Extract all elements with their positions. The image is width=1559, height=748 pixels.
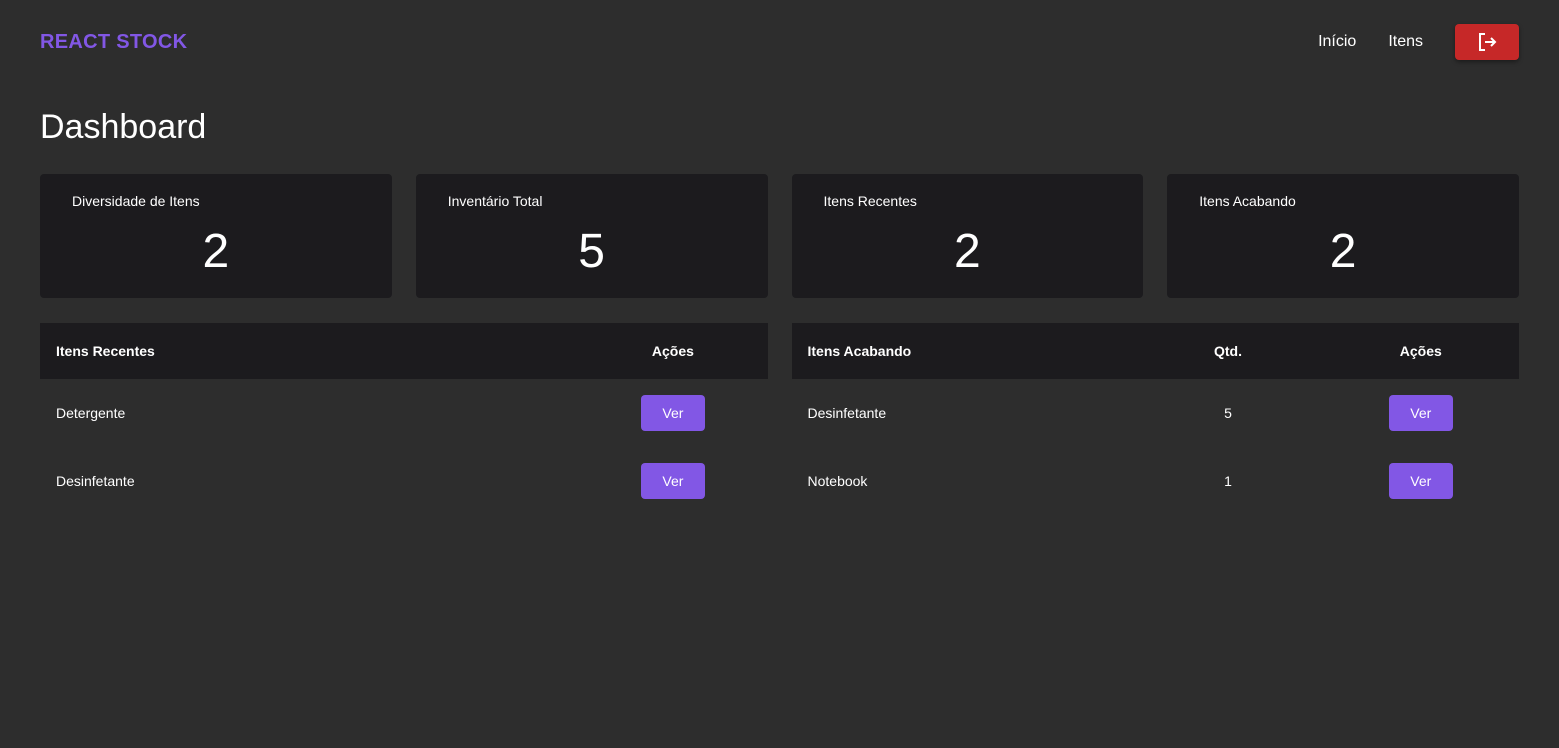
- card-value: 2: [954, 225, 981, 278]
- item-name: Detergente: [56, 405, 126, 421]
- header: REACT STOCK Início Itens: [40, 24, 1519, 60]
- card-value: 2: [1329, 225, 1357, 278]
- col-item: Itens Acabando: [807, 343, 912, 359]
- item-name: Desinfetante: [807, 405, 887, 421]
- table-row: Detergente Ver: [40, 379, 768, 447]
- item-qty: 1: [1224, 473, 1232, 489]
- col-actions: Ações: [651, 343, 694, 359]
- card-title: Itens Acabando: [1199, 193, 1296, 209]
- table-row: Notebook 1 Ver: [792, 447, 1520, 515]
- view-button[interactable]: Ver: [1388, 463, 1453, 499]
- item-name: Notebook: [807, 473, 868, 489]
- nav-inicio[interactable]: Início: [1318, 33, 1357, 50]
- logo[interactable]: REACT STOCK: [40, 30, 188, 53]
- table-header: Itens Recentes Ações: [40, 323, 768, 379]
- card-title: Diversidade de Itens: [72, 193, 200, 209]
- nav: Início Itens: [1318, 24, 1519, 60]
- low-stock-table: Itens Acabando Qtd. Ações Desinfetante 5 V…: [791, 323, 1520, 515]
- view-button[interactable]: Ver: [1388, 395, 1453, 431]
- card-value: 5: [578, 225, 605, 278]
- table-header: Itens Acabando Qtd. Ações: [791, 323, 1519, 379]
- table-row: Desinfetante Ver: [40, 447, 768, 515]
- col-qty: Qtd.: [1213, 343, 1242, 359]
- card-inventory: Inventário Total 5: [415, 174, 768, 298]
- card-title: Inventário Total: [447, 193, 543, 209]
- page-title: Dashboard: [40, 108, 207, 146]
- col-actions: Ações: [1399, 343, 1442, 359]
- card-low: Itens Acabando 2: [1167, 174, 1519, 298]
- card-diversity: Diversidade de Itens 2: [40, 174, 392, 298]
- view-button[interactable]: Ver: [640, 463, 705, 499]
- card-value: 2: [202, 225, 230, 278]
- item-qty: 5: [1224, 405, 1232, 421]
- card-recent: Itens Recentes 2: [791, 174, 1144, 298]
- logout-icon: [1479, 33, 1497, 51]
- view-button[interactable]: Ver: [640, 395, 705, 431]
- col-item: Itens Recentes: [56, 343, 155, 359]
- recent-items-table: Itens Recentes Ações Detergente Ver Desin…: [40, 323, 768, 515]
- logout-button[interactable]: [1455, 24, 1519, 60]
- summary-cards: Diversidade de Itens 2 Inventário Total 5 …: [40, 174, 1519, 298]
- nav-itens[interactable]: Itens: [1388, 33, 1423, 50]
- card-title: Itens Recentes: [823, 193, 917, 209]
- tables: Itens Recentes Ações Detergente Ver Desin…: [40, 323, 1519, 515]
- item-name: Desinfetante: [56, 473, 135, 489]
- table-row: Desinfetante 5 Ver: [792, 379, 1520, 447]
